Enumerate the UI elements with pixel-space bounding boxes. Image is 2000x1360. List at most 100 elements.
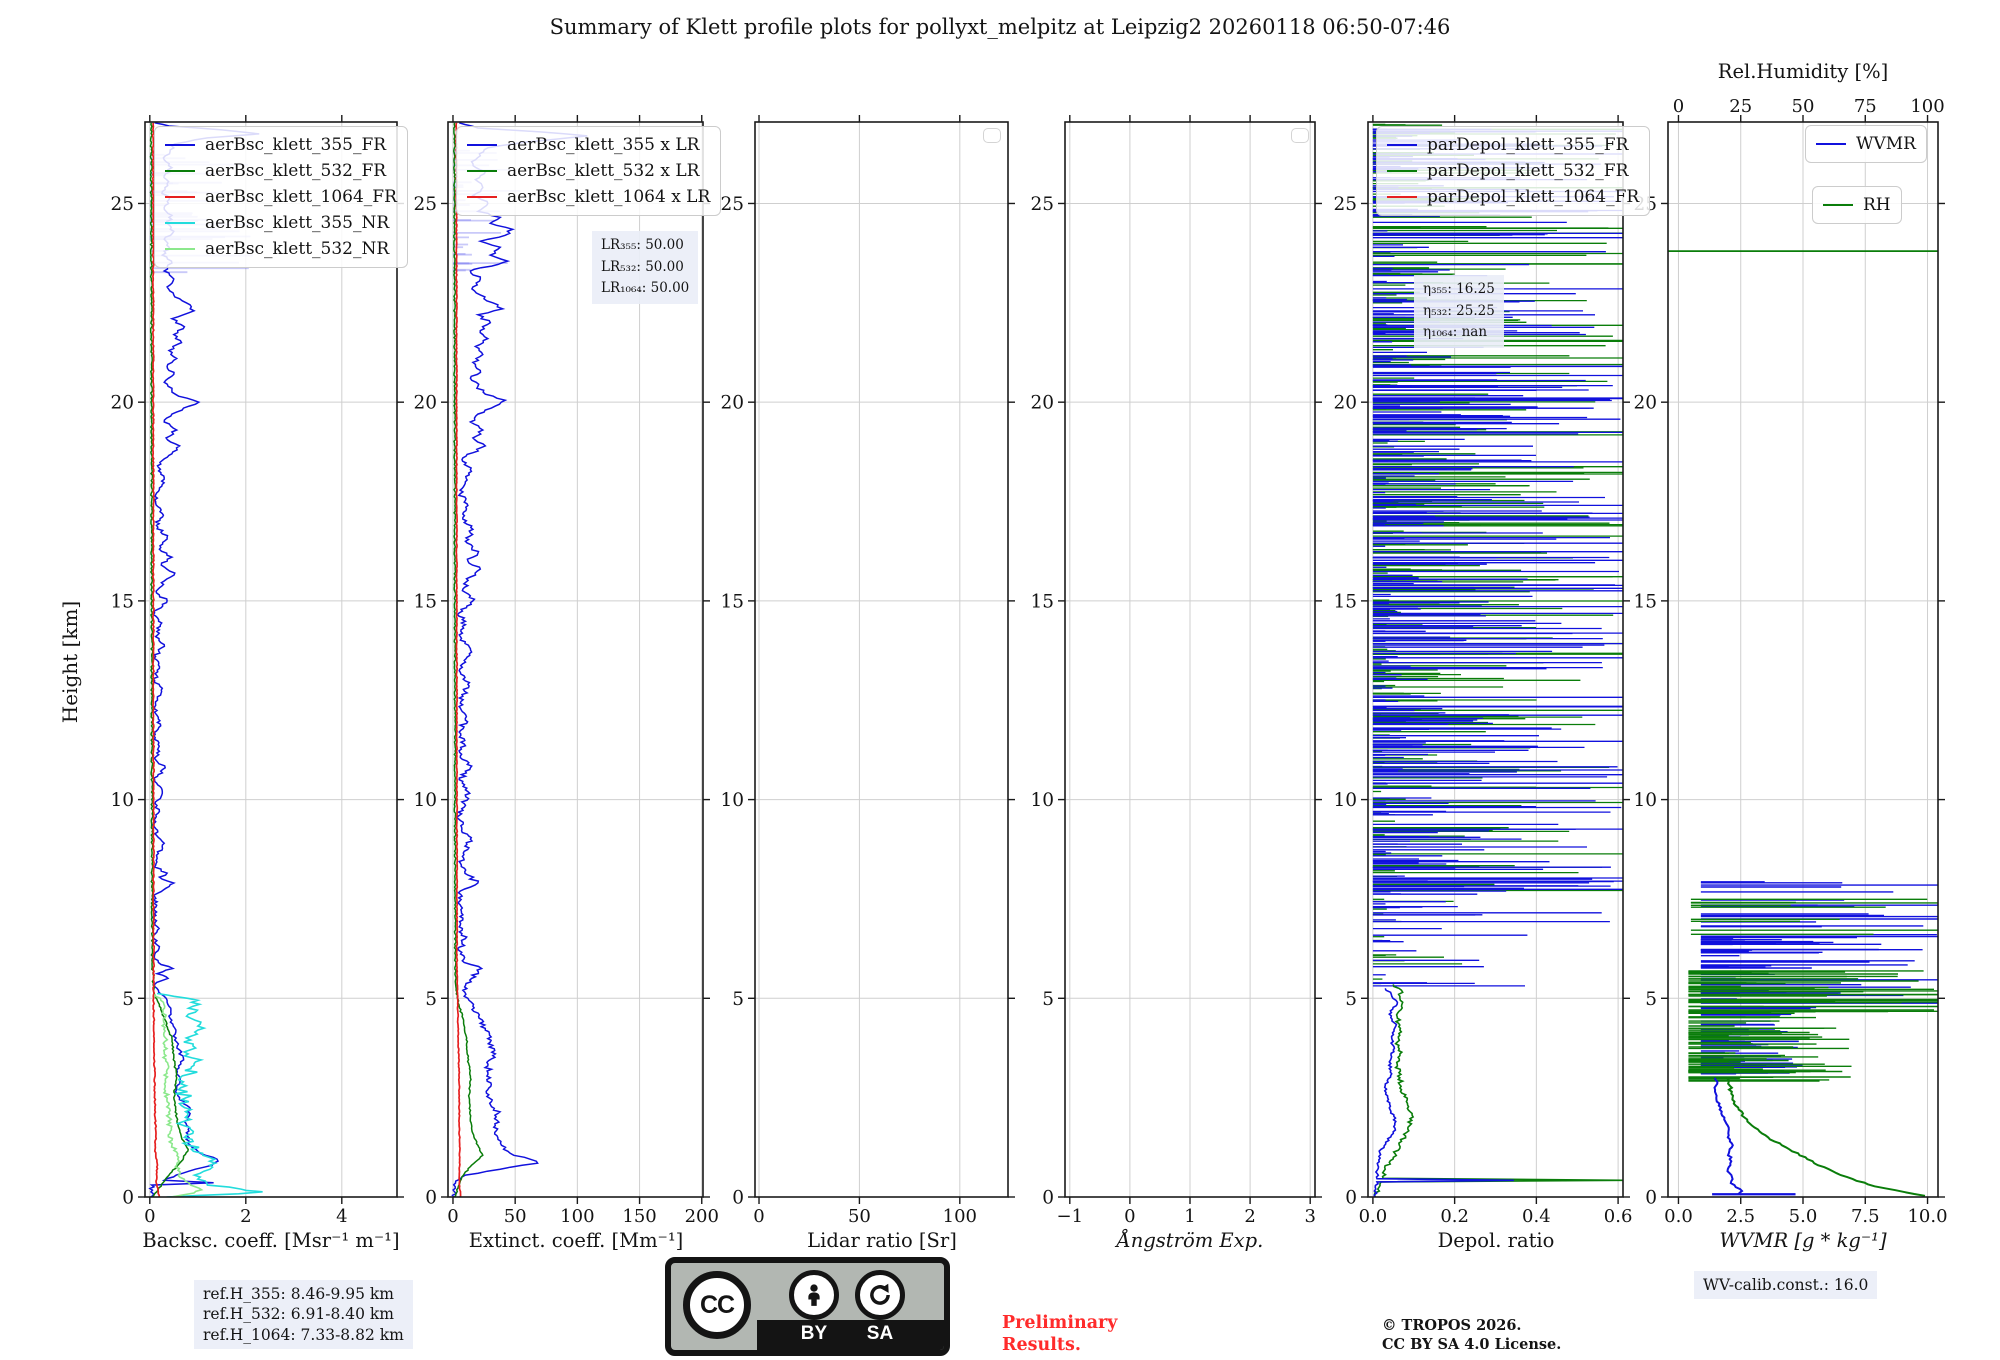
subplot-0: 0 2 4 0 5 10 15 20 25 — [110, 115, 404, 1227]
svg-text:15: 15 — [1333, 591, 1357, 612]
x-axis-label-backsc: Backsc. coeff. [Msr⁻¹ m⁻¹] — [142, 1229, 400, 1252]
x-axis-label-angstrom: Ångström Exp. — [1116, 1229, 1264, 1252]
legend-label: WVMR — [1856, 134, 1916, 154]
legend-row: aerBsc_klett_355_NR — [165, 210, 397, 236]
svg-text:15: 15 — [1633, 591, 1657, 612]
copyright-line1: © TROPOS 2026. — [1382, 1317, 1522, 1334]
svg-text:0: 0 — [425, 1188, 437, 1209]
legend-label: aerBsc_klett_355 x LR — [507, 135, 700, 155]
info-line: η₁₀₆₄: nan — [1423, 324, 1488, 341]
legend-label: parDepol_klett_532_FR — [1427, 161, 1629, 181]
svg-text:10: 10 — [1030, 790, 1054, 811]
svg-text:15: 15 — [720, 591, 744, 612]
cc-attribution-person-icon — [789, 1270, 839, 1320]
svg-text:10: 10 — [1633, 790, 1657, 811]
svg-text:0.0: 0.0 — [1664, 1206, 1693, 1227]
legend-label: parDepol_klett_355_FR — [1427, 135, 1629, 155]
svg-text:2.5: 2.5 — [1726, 1206, 1755, 1227]
svg-text:7.5: 7.5 — [1851, 1206, 1880, 1227]
wv-calibration-text: WV-calib.const.: 16.0 — [1703, 1276, 1869, 1294]
svg-text:2: 2 — [1244, 1206, 1255, 1227]
y-axis-label: Height [km] — [58, 600, 82, 724]
legend-line-swatch — [1816, 143, 1846, 145]
cc-sharealike-arrow-icon — [855, 1270, 905, 1320]
legend-line-swatch — [467, 144, 497, 146]
legend-wvmr: WVMR — [1805, 125, 1927, 163]
svg-text:0: 0 — [1042, 1188, 1054, 1209]
legend-row: RH — [1823, 192, 1891, 218]
preliminary-line2: Results. — [1002, 1334, 1081, 1355]
legend-rh: RH — [1812, 186, 1902, 224]
svg-text:20: 20 — [1633, 393, 1657, 414]
legend-row: aerBsc_klett_532_FR — [165, 158, 397, 184]
legend-extinct: aerBsc_klett_355 x LR aerBsc_klett_532 x … — [456, 126, 722, 216]
svg-text:25: 25 — [1729, 96, 1752, 117]
svg-text:10: 10 — [110, 790, 134, 811]
legend-empty-angstrom — [1291, 128, 1309, 143]
svg-text:150: 150 — [622, 1206, 656, 1227]
legend-row: aerBsc_klett_355 x LR — [467, 132, 710, 158]
legend-line-swatch — [165, 222, 195, 224]
legend-row: aerBsc_klett_1064 x LR — [467, 184, 710, 210]
reference-heights-box: ref.H_355: 8.46-9.95 km ref.H_532: 6.91-8… — [194, 1280, 413, 1350]
svg-text:25: 25 — [1030, 194, 1054, 215]
subplot-1: 0 50 100 150 200 0 5 10 15 20 25 — [413, 115, 719, 1227]
svg-text:1: 1 — [1184, 1206, 1195, 1227]
legend-row: aerBsc_klett_532 x LR — [467, 158, 710, 184]
cc-logo-icon: CC — [683, 1271, 751, 1339]
svg-text:100: 100 — [560, 1206, 594, 1227]
svg-text:2: 2 — [240, 1206, 251, 1227]
svg-text:5.0: 5.0 — [1789, 1206, 1818, 1227]
legend-backsc: aerBsc_klett_355_FR aerBsc_klett_532_FR ae… — [154, 126, 408, 268]
svg-text:15: 15 — [1030, 591, 1054, 612]
cc-by-label: BY — [800, 1323, 828, 1344]
svg-text:20: 20 — [413, 393, 437, 414]
legend-line-swatch — [1387, 170, 1417, 172]
svg-text:20: 20 — [110, 393, 134, 414]
svg-text:10.0: 10.0 — [1907, 1206, 1947, 1227]
preliminary-results-note: Preliminary Results. — [1002, 1313, 1117, 1357]
legend-label: aerBsc_klett_1064_FR — [205, 187, 397, 207]
legend-row: WVMR — [1816, 131, 1916, 157]
svg-text:25: 25 — [1333, 194, 1357, 215]
svg-text:15: 15 — [110, 591, 134, 612]
info-line: LR₁₀₆₄: 50.00 — [601, 280, 690, 297]
svg-text:100: 100 — [943, 1206, 977, 1227]
info-line: ref.H_1064: 7.33-8.82 km — [203, 1325, 404, 1344]
info-line: ref.H_355: 8.46-9.95 km — [203, 1285, 394, 1303]
svg-text:25: 25 — [720, 194, 744, 215]
svg-text:0: 0 — [1645, 1188, 1657, 1209]
legend-line-swatch — [1823, 204, 1853, 206]
legend-row: parDepol_klett_1064_FR — [1387, 184, 1639, 210]
legend-line-swatch — [1387, 144, 1417, 146]
svg-text:200: 200 — [685, 1206, 719, 1227]
legend-label: aerBsc_klett_532 x LR — [507, 161, 700, 181]
lidar-ratio-values-box: LR₃₅₅: 50.00 LR₅₃₂: 50.00 LR₁₀₆₄: 50.00 — [592, 231, 699, 304]
eta-values-box: η₃₅₅: 16.25 η₅₃₂: 25.25 η₁₀₆₄: nan — [1414, 275, 1504, 348]
svg-text:−1: −1 — [1057, 1206, 1084, 1227]
svg-text:5: 5 — [732, 989, 744, 1010]
legend-row: aerBsc_klett_532_NR — [165, 236, 397, 262]
svg-text:50: 50 — [504, 1206, 527, 1227]
wv-calibration-box: WV-calib.const.: 16.0 — [1694, 1271, 1878, 1300]
svg-text:20: 20 — [1030, 393, 1054, 414]
svg-text:10: 10 — [413, 790, 437, 811]
info-line: LR₃₅₅: 50.00 — [601, 237, 684, 253]
x-axis-label-depol: Depol. ratio — [1437, 1229, 1555, 1252]
svg-text:0: 0 — [1345, 1188, 1357, 1209]
svg-text:20: 20 — [1333, 393, 1357, 414]
legend-label: aerBsc_klett_532_FR — [205, 161, 387, 181]
x-axis-label-wvmr: WVMR [g * kg⁻¹] — [1719, 1229, 1887, 1252]
svg-text:0: 0 — [1673, 96, 1684, 117]
legend-row: parDepol_klett_355_FR — [1387, 132, 1639, 158]
cc-sa-label: SA — [866, 1323, 894, 1344]
legend-line-swatch — [467, 196, 497, 198]
svg-text:0.4: 0.4 — [1522, 1206, 1551, 1227]
svg-text:0.2: 0.2 — [1440, 1206, 1469, 1227]
info-line: LR₅₃₂: 50.00 — [601, 258, 684, 275]
legend-line-swatch — [165, 170, 195, 172]
svg-text:0.6: 0.6 — [1604, 1206, 1633, 1227]
svg-text:0: 0 — [122, 1188, 134, 1209]
legend-label: RH — [1863, 195, 1891, 215]
